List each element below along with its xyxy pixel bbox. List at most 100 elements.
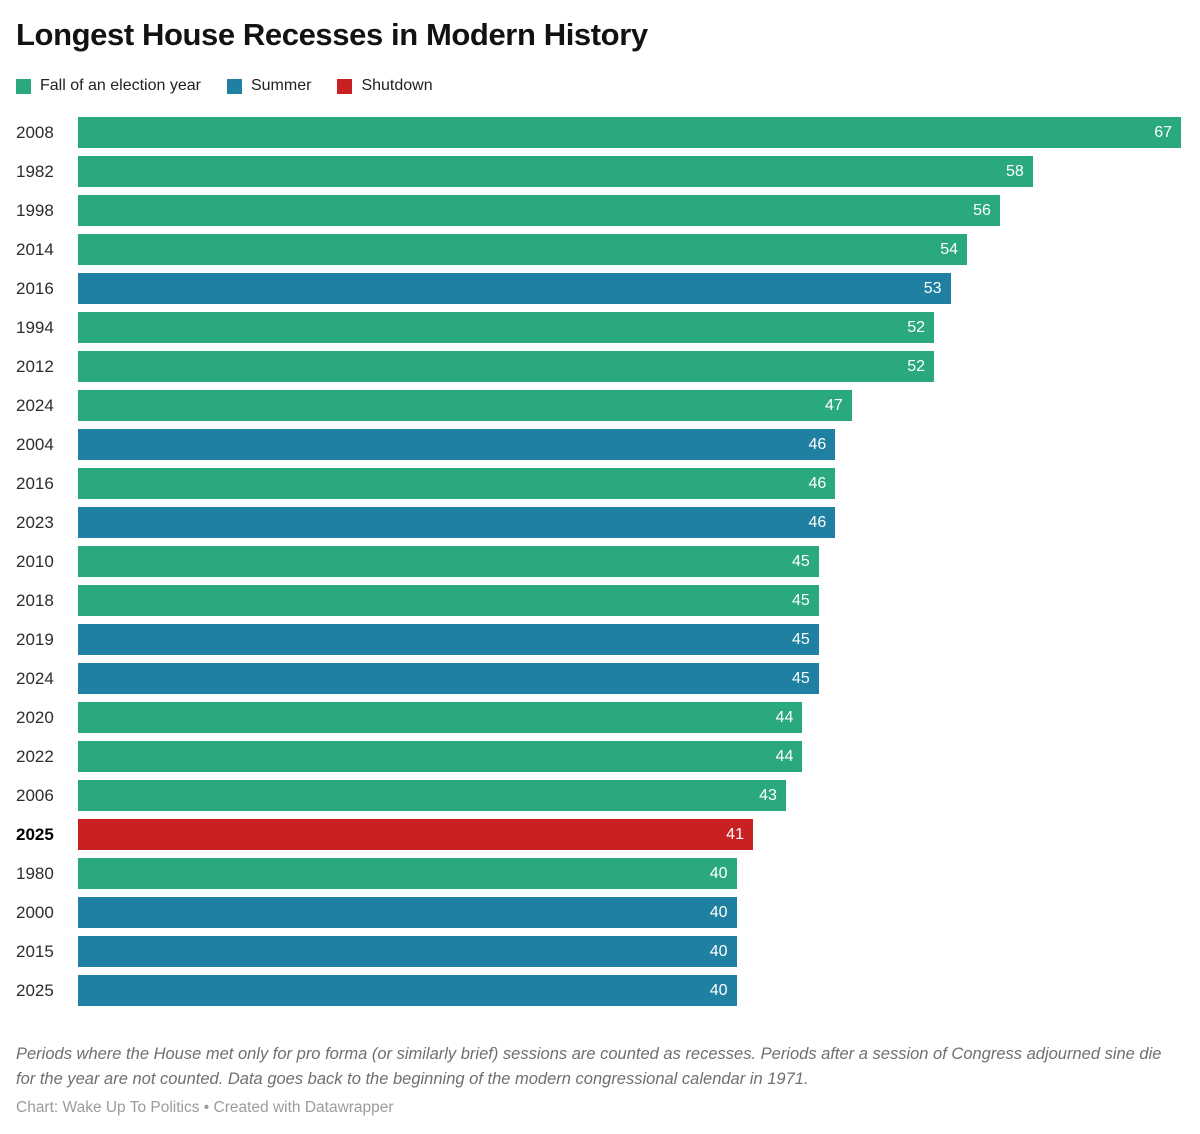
bar-track: 40	[78, 858, 1181, 889]
value-label: 67	[1154, 123, 1172, 141]
bar-row: 2025 41	[16, 819, 1181, 850]
page-title: Longest House Recesses in Modern History	[16, 17, 648, 52]
bar-2000-summer[interactable]: 40	[78, 897, 737, 928]
bar-row: 2022 44	[16, 741, 1181, 772]
bar-2016-summer[interactable]: 53	[78, 273, 951, 304]
bar-2024-summer[interactable]: 45	[78, 663, 819, 694]
bar-2006-fall-of-an-election-year[interactable]: 43	[78, 780, 786, 811]
bar-row: 2025 40	[16, 975, 1181, 1006]
value-label: 40	[709, 942, 728, 960]
bar-2022-fall-of-an-election-year[interactable]: 44	[78, 741, 803, 772]
bar-row: 2015 40	[16, 936, 1181, 967]
bar-1994-fall-of-an-election-year[interactable]: 52	[78, 312, 935, 343]
value-label: 46	[808, 435, 827, 453]
value-label: 43	[759, 786, 777, 804]
bar-row: 2018 45	[16, 585, 1181, 616]
bar-2025-summer[interactable]: 40	[78, 975, 737, 1006]
bar-2019-summer[interactable]: 45	[78, 624, 819, 655]
bar-row: 2024 47	[16, 390, 1181, 421]
bar-track: 40	[78, 897, 1181, 928]
value-label: 45	[792, 630, 810, 648]
year-label: 2023	[16, 513, 54, 532]
bar-row: 2016 46	[16, 468, 1181, 499]
bar-2010-fall-of-an-election-year[interactable]: 45	[78, 546, 819, 577]
bar-2018-fall-of-an-election-year[interactable]: 45	[78, 585, 819, 616]
bar-2008-fall-of-an-election-year[interactable]: 67	[78, 117, 1181, 148]
bar-track: 45	[78, 624, 1181, 655]
bar-2004-summer[interactable]: 46	[78, 429, 836, 460]
year-label: 2004	[16, 435, 54, 454]
year-label: 1982	[16, 162, 54, 181]
year-label: 2020	[16, 708, 54, 727]
year-label: 1998	[16, 201, 54, 220]
bar-row: 1998 56	[16, 195, 1181, 226]
bar-1980-fall-of-an-election-year[interactable]: 40	[78, 858, 737, 889]
bar-track: 58	[78, 156, 1181, 187]
bar-2015-summer[interactable]: 40	[78, 936, 737, 967]
year-label: 1994	[16, 318, 54, 337]
bar-track: 46	[78, 507, 1181, 538]
bar-track: 40	[78, 936, 1181, 967]
bar-2014-fall-of-an-election-year[interactable]: 54	[78, 234, 967, 265]
legend-swatch-icon	[337, 78, 353, 94]
legend-label: Summer	[250, 77, 312, 94]
value-label: 46	[808, 513, 827, 531]
value-label: 52	[907, 318, 926, 336]
bar-row: 2004 46	[16, 429, 1181, 460]
bar-row: 2014 54	[16, 234, 1181, 265]
bar-track: 43	[78, 780, 1181, 811]
bar-2025-shutdown[interactable]: 41	[78, 819, 753, 850]
value-label: 40	[709, 903, 728, 921]
legend-item-summer: Summer	[226, 77, 312, 95]
value-label: 45	[792, 669, 810, 687]
year-label: 2016	[16, 474, 54, 493]
value-label: 41	[726, 825, 744, 843]
bar-row: 2008 67	[16, 117, 1181, 148]
year-label: 2014	[16, 240, 54, 259]
year-label: 2000	[16, 903, 54, 922]
value-label: 40	[709, 864, 728, 882]
year-label: 2008	[16, 123, 54, 142]
bar-row: 2010 45	[16, 546, 1181, 577]
year-label: 2010	[16, 552, 54, 571]
year-label: 2016	[16, 279, 54, 298]
bar-row: 1994 52	[16, 312, 1181, 343]
bar-chart: 2008 67 1982 58 1998 56 2014 54 2016 53 1994 52 2012…	[16, 117, 1181, 1006]
bar-1982-fall-of-an-election-year[interactable]: 58	[78, 156, 1033, 187]
bar-row: 1980 40	[16, 858, 1181, 889]
bar-2016-fall-of-an-election-year[interactable]: 46	[78, 468, 836, 499]
year-label: 2024	[16, 396, 54, 415]
year-label: 2025	[16, 981, 54, 1000]
bar-1998-fall-of-an-election-year[interactable]: 56	[78, 195, 1000, 226]
bar-2020-fall-of-an-election-year[interactable]: 44	[78, 702, 803, 733]
legend-swatch-icon	[16, 78, 31, 94]
bar-2012-fall-of-an-election-year[interactable]: 52	[78, 351, 935, 382]
bar-row: 2020 44	[16, 702, 1181, 733]
value-label: 45	[792, 552, 810, 570]
bar-row: 2000 40	[16, 897, 1181, 928]
year-label: 2019	[16, 630, 54, 649]
bar-track: 40	[78, 975, 1181, 1006]
legend-label: Fall of an election year	[40, 77, 201, 94]
bar-track: 41	[78, 819, 1181, 850]
year-label: 2015	[16, 942, 54, 961]
value-label: 46	[808, 474, 827, 492]
bar-row: 2024 45	[16, 663, 1181, 694]
year-label: 2025	[16, 825, 54, 844]
bar-track: 45	[78, 585, 1181, 616]
bar-track: 45	[78, 663, 1181, 694]
year-label: 2012	[16, 357, 54, 376]
value-label: 58	[1006, 162, 1024, 180]
bar-track: 47	[78, 390, 1181, 421]
bar-2023-summer[interactable]: 46	[78, 507, 836, 538]
bar-track: 52	[78, 351, 1181, 382]
value-label: 44	[775, 708, 794, 726]
bar-row: 2023 46	[16, 507, 1181, 538]
bar-2024-fall-of-an-election-year[interactable]: 47	[78, 390, 852, 421]
bar-row: 2016 53	[16, 273, 1181, 304]
legend-swatch-icon	[226, 78, 242, 94]
bar-track: 44	[78, 741, 1181, 772]
bar-track: 46	[78, 429, 1181, 460]
value-label: 44	[775, 747, 794, 765]
legend-item-shutdown: Shutdown	[337, 77, 433, 95]
